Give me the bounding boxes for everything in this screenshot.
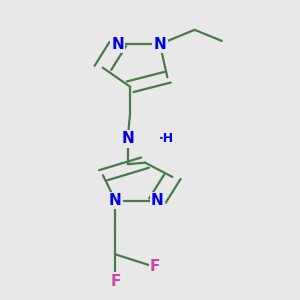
Text: N: N: [151, 193, 164, 208]
Text: N: N: [121, 131, 134, 146]
Text: N: N: [154, 37, 166, 52]
Text: ·H: ·H: [158, 132, 173, 146]
Text: F: F: [150, 260, 160, 274]
Text: N: N: [111, 37, 124, 52]
Text: F: F: [110, 274, 121, 289]
Text: N: N: [109, 193, 122, 208]
